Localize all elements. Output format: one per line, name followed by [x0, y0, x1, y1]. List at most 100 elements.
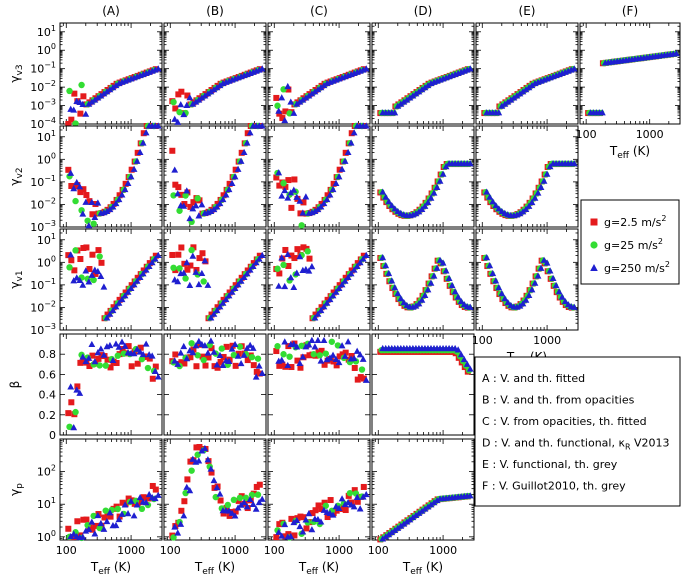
data-point-triangle [460, 355, 468, 363]
data-point-square [68, 257, 75, 264]
data-point-triangle [234, 281, 242, 288]
data-point-triangle [528, 198, 536, 206]
data-point-triangle [552, 281, 560, 289]
data-point-triangle [258, 369, 266, 376]
data-point-square [110, 304, 117, 311]
column-title: (B) [206, 4, 224, 18]
data-point-triangle [344, 148, 352, 156]
data-point-triangle [195, 457, 203, 464]
data-point-triangle [415, 88, 423, 95]
data-point-triangle [397, 100, 405, 107]
data-point-square [220, 296, 227, 303]
data-point-square [128, 166, 135, 173]
data-point-triangle [67, 383, 75, 390]
data-point-triangle [82, 110, 90, 117]
data-point-triangle [207, 207, 215, 215]
data-point-triangle [391, 526, 399, 533]
data-point-triangle [350, 266, 358, 273]
data-point-triangle [418, 86, 426, 93]
data-point-square [199, 353, 206, 360]
data-point-triangle [338, 342, 346, 349]
data-point-square [83, 516, 90, 523]
data-point-square [190, 199, 197, 206]
data-point-triangle [204, 90, 212, 97]
data-point-square [116, 296, 123, 303]
data-point-circle [78, 81, 85, 89]
column-title: (D) [414, 4, 433, 18]
data-point-triangle [207, 314, 215, 321]
data-point-triangle [317, 357, 325, 364]
data-point-triangle [121, 501, 129, 508]
y-tick-label: 100 [37, 529, 56, 544]
data-point-square [250, 260, 257, 267]
data-point-triangle [228, 179, 236, 187]
data-point-square [68, 116, 75, 123]
data-point-triangle [189, 348, 197, 356]
legend-marker-triangle [590, 264, 598, 271]
data-point-triangle [201, 257, 209, 264]
data-point-square [300, 514, 307, 521]
panel-gv2-A [59, 122, 163, 229]
x-tick-label: 100 [576, 128, 597, 141]
data-point-triangle [400, 98, 408, 105]
data-point-square [143, 494, 150, 501]
data-point-square [149, 482, 156, 489]
data-point-triangle [207, 337, 215, 344]
data-point-triangle [412, 90, 420, 97]
data-point-triangle [421, 291, 429, 299]
data-point-triangle [210, 310, 218, 317]
data-point-square [291, 255, 298, 262]
data-point-triangle [85, 354, 93, 361]
data-point-triangle [76, 183, 84, 190]
data-point-square [98, 352, 105, 359]
data-point-triangle [534, 189, 542, 196]
data-point-triangle [284, 194, 292, 201]
annotation-frame [474, 356, 681, 507]
data-point-square [324, 514, 331, 521]
data-point-triangle [213, 484, 221, 491]
data-point-triangle [323, 356, 331, 363]
data-point-triangle [406, 94, 414, 101]
data-point-circle [254, 491, 262, 498]
data-point-square [95, 355, 102, 362]
panel-gv2-B [163, 122, 267, 228]
data-point-triangle [103, 314, 111, 321]
data-point-triangle [124, 179, 132, 187]
data-point-triangle [246, 266, 254, 273]
data-point-triangle [198, 201, 206, 208]
data-point-square [83, 192, 90, 199]
data-point-circle [170, 264, 177, 272]
data-point-triangle [466, 65, 474, 72]
data-point-triangle [100, 351, 108, 358]
y-tick-label: 101 [37, 232, 56, 247]
data-point-square [220, 192, 227, 199]
data-point-circle [96, 362, 103, 369]
x-tick-label: 1000 [325, 544, 353, 557]
data-point-triangle [332, 179, 340, 187]
data-point-triangle [94, 199, 102, 206]
data-point-circle [310, 351, 317, 358]
data-point-triangle [195, 212, 203, 219]
data-point-circle [280, 351, 287, 358]
data-point-triangle [570, 303, 578, 310]
data-point-triangle [103, 207, 111, 215]
data-point-square [187, 203, 194, 210]
panel-gv3-F [579, 22, 681, 125]
data-point-square [146, 260, 153, 267]
data-point-square [125, 343, 132, 350]
data-point-square [315, 502, 322, 509]
data-point-triangle [225, 292, 233, 299]
column-title: (E) [519, 4, 536, 18]
data-point-square [279, 361, 286, 368]
data-point-circle [72, 120, 79, 127]
data-point-triangle [356, 505, 364, 512]
data-point-square [276, 521, 283, 528]
data-point-triangle [347, 139, 355, 146]
data-point-circle [182, 489, 189, 497]
data-point-triangle [570, 65, 578, 72]
data-point-circle [102, 362, 109, 369]
data-point-square [140, 267, 147, 274]
data-point-triangle [448, 281, 456, 289]
x-tick-label: 100 [472, 334, 493, 347]
